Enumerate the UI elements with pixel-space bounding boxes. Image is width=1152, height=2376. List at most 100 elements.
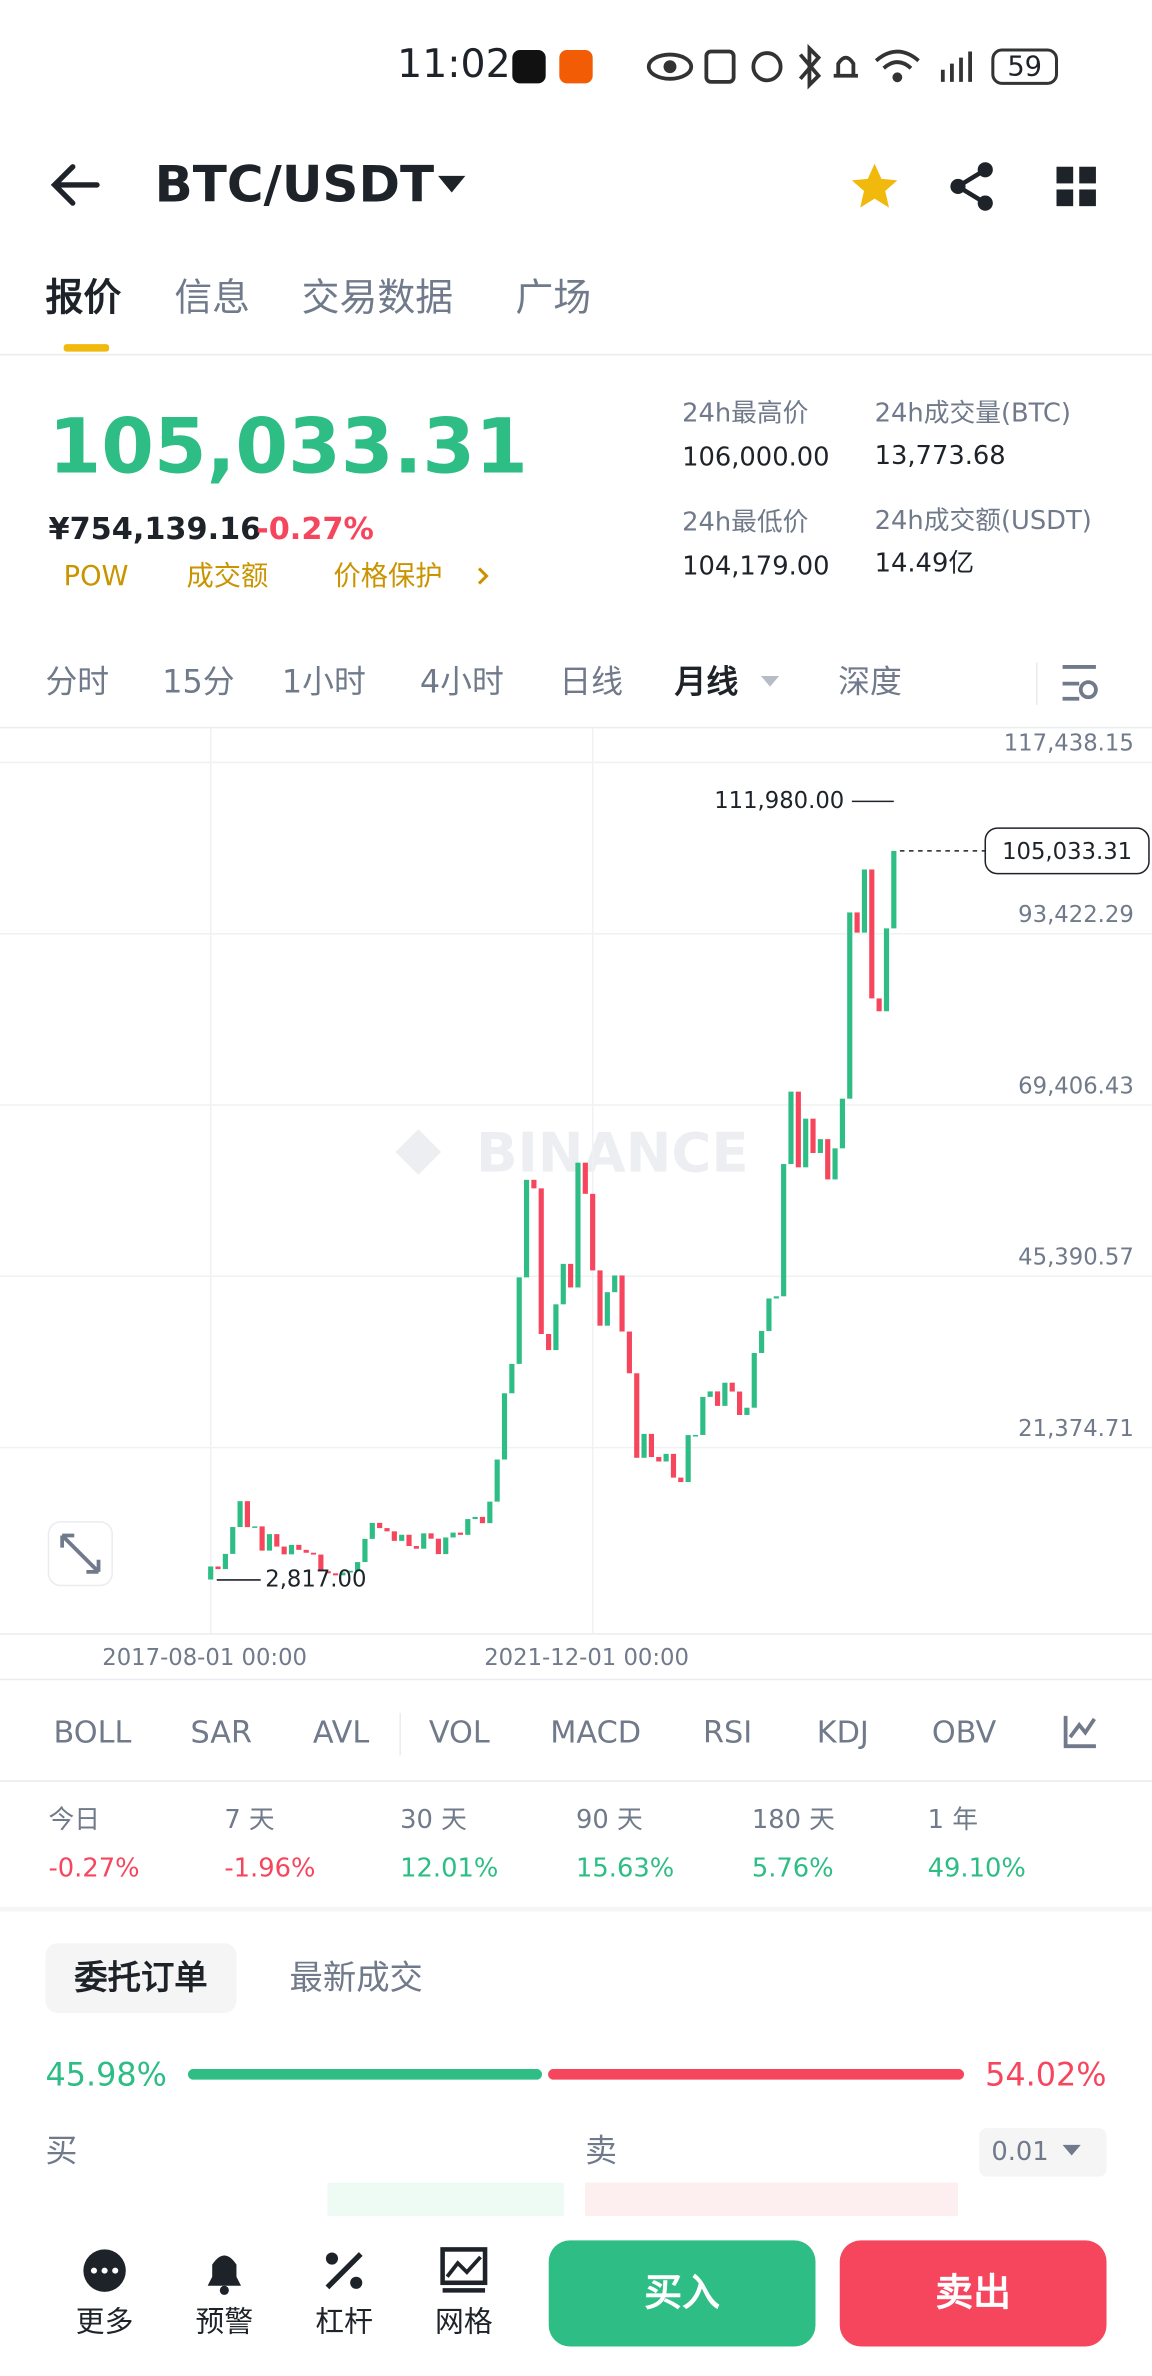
order-tab[interactable]: 最新成交 [290,1958,423,1997]
tag[interactable]: POW [64,561,129,592]
nav-label[interactable]: 更多 [76,2305,134,2339]
indicator-settings[interactable] [1063,1715,1096,1749]
chart-settings[interactable] [1062,665,1098,701]
candle [435,1538,441,1555]
indicator[interactable]: OBV [932,1716,997,1751]
candle [222,1553,228,1570]
candle [479,1516,486,1524]
buy-ratio-bar [187,2069,543,2080]
order-tab[interactable]: 委托订单 [74,1958,207,1997]
candle [428,1533,434,1539]
indicator[interactable]: KDJ [817,1716,869,1751]
candle [546,1334,552,1351]
depth-bar [327,2182,564,2217]
sell-button-label[interactable]: 卖出 [935,2270,1011,2314]
candle [685,1435,691,1483]
period-label: 90 天 [576,1805,643,1835]
candle [641,1433,647,1458]
pair-dropdown[interactable] [438,175,466,193]
y-tick-label: 117,438.15 [1004,731,1134,757]
candle [369,1522,375,1539]
sell-ratio-bar [548,2069,965,2080]
x-tick-label: 2017-08-01 00:00 [102,1645,307,1671]
tab[interactable]: 交易数据 [302,276,453,320]
nav-label[interactable]: 网格 [435,2305,493,2339]
candle [384,1528,390,1532]
buy-button-label[interactable]: 买入 [644,2270,720,2314]
sell-button[interactable] [839,2240,1107,2347]
app-icon [512,50,546,84]
candle [803,1118,809,1168]
candle [626,1331,632,1374]
candle [832,1148,838,1180]
candle [883,928,890,1012]
tag[interactable]: 成交额 [186,561,268,592]
stat-value: 106,000.00 [682,442,829,472]
period-change: 49.10% [928,1853,1026,1883]
expand-button[interactable] [47,1521,113,1587]
candle [208,1566,214,1580]
interval[interactable]: 分时 [45,663,109,701]
high-label: 111,980.00 [714,788,844,814]
buy-button[interactable] [548,2240,816,2347]
candle [244,1501,250,1528]
indicator[interactable]: AVL [313,1716,370,1751]
share-button[interactable] [950,162,993,211]
candle [590,1193,596,1271]
candle [700,1396,706,1435]
candle [406,1534,412,1547]
low-label: 2,817.00 [265,1566,366,1592]
interval[interactable]: 1小时 [282,663,366,701]
interval[interactable]: 日线 [559,663,623,701]
interval[interactable]: 15分 [162,663,234,701]
candle [230,1527,236,1554]
sell-ratio: 54.02% [985,2056,1106,2094]
indicator[interactable]: VOL [429,1716,490,1751]
tab[interactable]: 信息 [174,276,250,320]
candle [781,1164,787,1297]
candle [325,1571,331,1574]
period-label: 1 年 [928,1805,978,1835]
favorite-star[interactable] [851,163,898,208]
tab[interactable]: 广场 [515,276,591,320]
candle [215,1566,221,1570]
candle [759,1330,765,1353]
price-change: -0.27% [256,512,374,547]
tab[interactable]: 报价 [45,276,121,320]
tag[interactable]: 价格保护 [333,561,442,592]
interval[interactable]: 4小时 [420,663,504,701]
candle [457,1532,464,1535]
candle [736,1391,743,1416]
period-change: 12.01% [400,1853,498,1883]
back-button[interactable] [50,164,100,206]
status-time: 11:02 [397,41,511,87]
period-change: 5.76% [752,1853,834,1883]
candle [714,1391,721,1406]
nav-label[interactable]: 预警 [196,2305,254,2339]
indicator[interactable]: BOLL [54,1716,132,1751]
candle [303,1549,309,1553]
indicator[interactable]: RSI [703,1716,752,1751]
precision[interactable]: 0.01 [991,2137,1048,2167]
candle [310,1552,317,1555]
candle [266,1534,273,1551]
menu-grid[interactable] [1056,166,1096,207]
candle [795,1091,801,1168]
candle [443,1537,449,1555]
interval[interactable]: 深度 [838,663,902,701]
stat-value: 13,773.68 [875,441,1006,471]
precision-select[interactable] [979,2128,1107,2177]
candle [707,1391,713,1397]
pair-title[interactable]: BTC/USDT [155,155,434,213]
column-label: 卖 [585,2131,617,2169]
nav-icons [83,2247,488,2295]
candle [575,1162,581,1288]
watermark: BINANCE [476,1121,749,1185]
indicator[interactable]: SAR [191,1716,253,1751]
nav-label[interactable]: 杠杆 [315,2305,373,2339]
indicator[interactable]: MACD [550,1716,641,1751]
candle [472,1516,478,1520]
interval[interactable]: 月线 [675,663,739,701]
candle [487,1501,493,1524]
stat-label: 24h成交额(USDT) [875,506,1092,536]
